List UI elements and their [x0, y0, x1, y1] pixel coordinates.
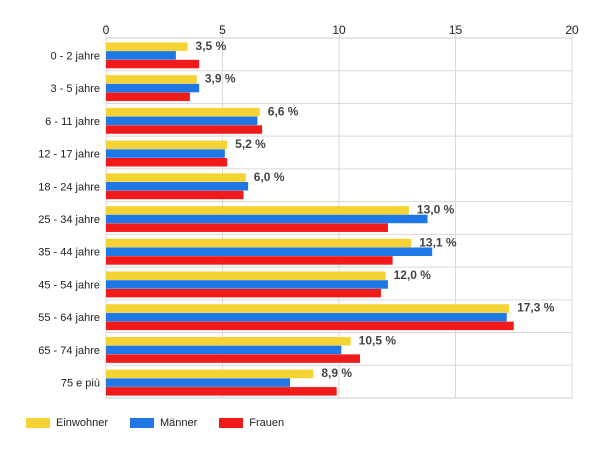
legend-swatch-maenner — [129, 418, 154, 428]
legend-swatch-frauen — [219, 418, 244, 428]
bar-einwohner — [106, 238, 412, 248]
bar-einwohner — [106, 304, 510, 313]
legend-label-einwohner: Einwohner — [56, 417, 108, 429]
bar-mnner — [106, 247, 433, 256]
category-label: 0 - 2 jahre — [50, 50, 100, 62]
x-tick-label: 10 — [332, 23, 346, 37]
bar-frauen — [106, 256, 393, 265]
data-label: 6,6 % — [268, 104, 299, 118]
category-label: 18 - 24 jahre — [38, 181, 100, 193]
category-label: 65 - 74 jahre — [38, 345, 100, 357]
data-label: 10,5 % — [359, 333, 397, 347]
data-label: 6,0 % — [254, 170, 285, 184]
category-label: 45 - 54 jahre — [38, 279, 100, 291]
bar-einwohner — [106, 369, 314, 379]
category-label: 3 - 5 jahre — [50, 83, 100, 95]
data-label: 3,9 % — [205, 72, 236, 86]
bar-einwohner — [106, 173, 246, 182]
bar-frauen — [106, 321, 514, 331]
legend-item-einwohner: Einwohner — [26, 417, 108, 429]
bar-mnner — [106, 214, 428, 224]
x-tick-label: 20 — [565, 23, 579, 37]
bar-einwohner — [106, 336, 351, 346]
category-label: 35 - 44 jahre — [38, 247, 100, 259]
legend-swatch-einwohner — [26, 418, 50, 428]
bar-mnner — [106, 116, 258, 126]
data-label: 3,5 % — [196, 39, 227, 53]
bar-frauen — [106, 59, 200, 69]
data-label: 5,2 % — [235, 137, 266, 151]
bar-frauen — [106, 288, 381, 298]
legend-item-maenner: Männer — [129, 417, 198, 429]
bar-frauen — [106, 223, 388, 232]
bar-mnner — [106, 182, 249, 191]
legend-label-frauen: Frauen — [249, 417, 285, 429]
category-label: 75 e più — [61, 378, 100, 390]
data-label: 13,1 % — [419, 235, 457, 249]
category-label: 12 - 17 jahre — [38, 149, 100, 161]
data-label: 17,3 % — [517, 301, 555, 315]
bar-frauen — [106, 125, 263, 134]
bar-mnner — [106, 345, 342, 355]
bar-frauen — [106, 157, 228, 167]
bar-einwohner — [106, 271, 386, 281]
data-label: 8,9 % — [321, 366, 352, 380]
bar-einwohner — [106, 42, 188, 51]
bar-mnner — [106, 378, 291, 387]
bar-frauen — [106, 354, 360, 363]
bar-mnner — [106, 312, 507, 322]
x-tick-label: 0 — [103, 23, 110, 37]
category-label: 55 - 64 jahre — [38, 312, 100, 324]
bar-einwohner — [106, 75, 197, 84]
x-tick-label: 5 — [219, 23, 226, 37]
legend-item-frauen: Frauen — [219, 417, 284, 429]
legend: Einwohner Männer Frauen — [26, 417, 306, 429]
bar-frauen — [106, 387, 337, 396]
bar-einwohner — [106, 206, 409, 215]
bar-einwohner — [106, 140, 228, 150]
bar-mnner — [106, 83, 200, 93]
bar-frauen — [106, 190, 244, 200]
data-label: 12,0 % — [394, 268, 432, 282]
category-label: 25 - 34 jahre — [38, 214, 100, 226]
bar-frauen — [106, 92, 190, 102]
bar-mnner — [106, 280, 388, 289]
bar-einwohner — [106, 107, 260, 117]
legend-label-maenner: Männer — [159, 417, 198, 429]
data-label: 13,0 % — [417, 203, 455, 217]
bar-mnner — [106, 149, 225, 158]
x-tick-label: 15 — [449, 23, 463, 37]
category-label: 6 - 11 jahre — [45, 116, 100, 128]
bar-mnner — [106, 51, 176, 60]
